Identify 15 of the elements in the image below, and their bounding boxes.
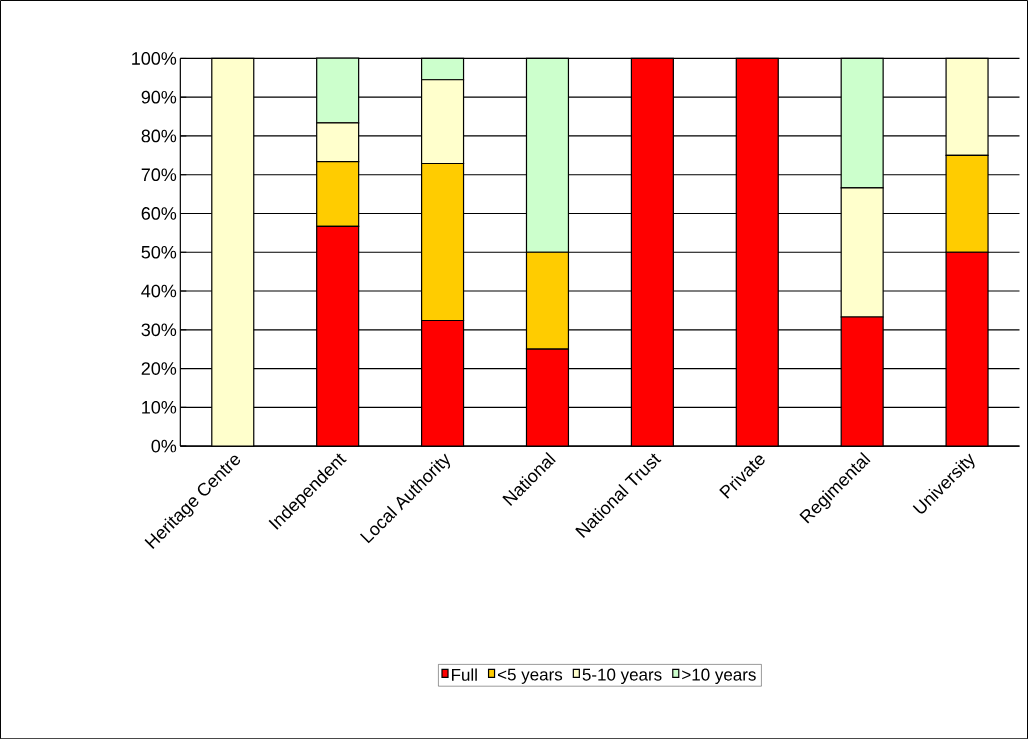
y-tick-label: 50% [141,245,177,259]
y-tick-label: 60% [141,206,177,220]
y-tick-label: 30% [141,323,177,336]
y-tick-label: 100% [132,51,177,65]
legend-label: <5 years [497,668,563,684]
y-tick-label: 90% [141,90,177,104]
y-tick-label: 10% [142,400,177,414]
y-tick-label: 40% [141,284,177,298]
y-tick-label: 0% [151,439,177,453]
legend-label: 5-10 years [582,668,662,684]
y-tick-label: 80% [141,129,177,143]
legend-label: Full [452,668,477,681]
legend-label: >10 years [682,668,756,684]
y-tick-label: 20% [141,362,177,375]
y-tick-label: 70% [141,168,177,181]
